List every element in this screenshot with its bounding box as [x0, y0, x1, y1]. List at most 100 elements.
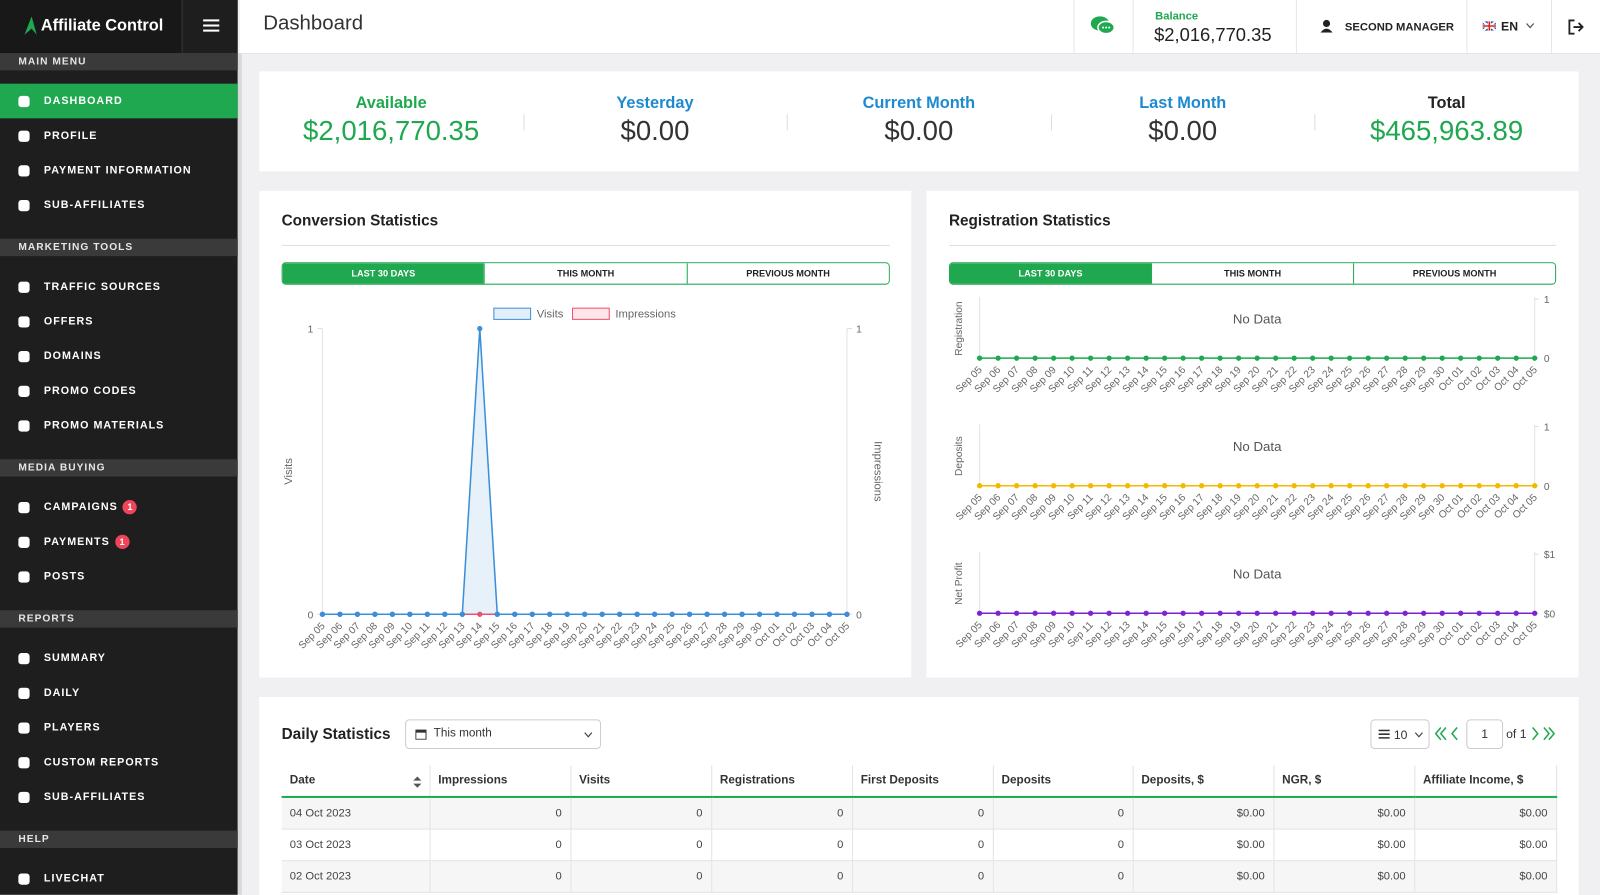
column-header[interactable]: Date — [281, 765, 431, 798]
chevron — [1414, 732, 1423, 738]
column-header[interactable]: NGR, $ — [1273, 765, 1415, 798]
data-point — [1328, 355, 1334, 361]
data-point — [1532, 610, 1538, 616]
data-point — [976, 483, 983, 489]
tab[interactable]: LAST 30 DAYS — [949, 263, 1152, 284]
table-cell: 0 — [711, 860, 853, 893]
table-cell: $0.00 — [1273, 796, 1415, 830]
y-axis-title: Registration — [954, 301, 965, 355]
chevron — [1526, 23, 1535, 29]
data-point — [1235, 483, 1242, 489]
badge: 1 — [114, 534, 130, 549]
menu-item[interactable]: PAYMENT INFORMATION — [0, 153, 238, 188]
column-header[interactable]: Deposits, $ — [1132, 765, 1274, 798]
table-body: 04 Oct 2023 0 0 0 0 0 $0.00 $0.00 $0.00 03 Oct 20… — [281, 796, 1557, 893]
menu-item[interactable]: POSTS — [0, 559, 238, 594]
data-point — [1291, 483, 1297, 489]
period-select[interactable]: This month — [405, 719, 602, 749]
user-menu[interactable] — [1295, 0, 1467, 54]
menu-item[interactable]: PAYMENTS 1 — [0, 524, 238, 559]
summary-value: $0.00 — [620, 115, 690, 146]
first-prev-buttons[interactable] — [1434, 727, 1462, 741]
table-cell: 0 — [570, 860, 712, 893]
table-row: 02 Oct 2023 0 0 0 0 0 $0.00 $0.00 $0.00 — [281, 860, 1557, 893]
data-point — [1291, 355, 1297, 361]
column-header[interactable]: Visits — [570, 765, 712, 798]
menu-item[interactable]: SUMMARY — [0, 641, 238, 676]
data-point — [1013, 610, 1020, 616]
data-point — [1013, 483, 1020, 489]
data-point — [1272, 483, 1279, 489]
summary-value: $465,963.89 — [1369, 115, 1524, 146]
column-header[interactable]: Impressions — [429, 765, 571, 798]
data-point — [1180, 610, 1186, 616]
chat-button[interactable] — [1073, 0, 1133, 54]
table-cell: $0.00 — [1273, 860, 1415, 893]
tab[interactable]: THIS MONTH — [484, 263, 687, 284]
language-menu[interactable] — [1466, 0, 1552, 54]
menu-toggle[interactable] — [203, 18, 220, 32]
column-header[interactable]: Deposits — [992, 765, 1134, 798]
menu-item[interactable]: PROMO CODES — [0, 373, 238, 408]
summary-value: $0.00 — [1148, 115, 1218, 146]
no-data: No Data — [1233, 439, 1282, 454]
menu-item[interactable]: PROFILE — [0, 118, 238, 153]
data-point — [564, 611, 570, 617]
summary-value: $0.00 — [884, 115, 954, 146]
menu-item[interactable]: SUB-AFFILIATES — [0, 188, 238, 223]
data-point — [1143, 355, 1149, 361]
table-cell: $0.00 — [1414, 860, 1557, 893]
data-point — [1272, 610, 1279, 616]
menu-group: SUMMARY DAILY PLAYERS CUSTOM REPORTS SUB-AFF… — [0, 641, 238, 814]
menu-label: DOMAINS — [43, 349, 102, 363]
data-point — [1513, 483, 1519, 489]
table-cell: 0 — [852, 796, 994, 830]
data-point — [1476, 355, 1482, 361]
data-point — [372, 611, 378, 617]
badge: 1 — [122, 499, 138, 515]
data-point — [844, 611, 850, 617]
menu-item[interactable]: DOMAINS — [0, 339, 238, 374]
data-point — [756, 611, 763, 617]
y2-tick-label: 1 — [856, 325, 862, 336]
menu-item[interactable]: TRAFFIC SOURCES — [0, 269, 238, 304]
menu-item[interactable]: PROMO MATERIALS — [0, 408, 238, 443]
data-point — [1106, 610, 1112, 616]
tab[interactable]: THIS MONTH — [1151, 263, 1354, 284]
y-axis-title: Visits — [283, 458, 295, 485]
tab[interactable]: PREVIOUS MONTH — [686, 263, 889, 284]
menu-item[interactable]: CUSTOM REPORTS — [0, 745, 238, 780]
table-cell: 0 — [992, 829, 1134, 862]
data-point — [1402, 610, 1408, 616]
menu-icon — [18, 315, 30, 328]
y2-tick-label: 0 — [856, 610, 862, 621]
menu-item[interactable]: LIVECHAT — [0, 861, 238, 895]
data-point — [1439, 355, 1445, 361]
column-header[interactable]: Affiliate Income, $ — [1414, 765, 1557, 798]
page-input[interactable]: 1 — [1466, 719, 1504, 749]
data-point — [354, 611, 361, 617]
page-size-select[interactable]: 10 — [1370, 719, 1430, 749]
logo[interactable]: Affiliate Control — [40, 17, 164, 35]
data-point — [1254, 483, 1260, 489]
tab[interactable]: PREVIOUS MONTH — [1353, 263, 1556, 284]
logout-button[interactable] — [1551, 0, 1600, 54]
data-point — [774, 611, 780, 617]
menu-item[interactable]: DAILY — [0, 676, 238, 711]
table-cell: 0 — [852, 829, 994, 862]
data-point — [995, 610, 1001, 616]
data-point — [1032, 355, 1038, 361]
column-header[interactable]: First Deposits — [852, 765, 994, 798]
menu-item[interactable]: PLAYERS — [0, 710, 238, 745]
next-last-buttons[interactable] — [1531, 727, 1558, 741]
data-point — [686, 611, 693, 617]
data-point — [494, 611, 500, 617]
menu-item[interactable]: CAMPAIGNS 1 — [0, 490, 238, 525]
menu-item[interactable]: SUB-AFFILIATES — [0, 780, 238, 815]
data-point — [617, 611, 623, 617]
menu-item[interactable]: DASHBOARD — [0, 83, 238, 119]
menu-item[interactable]: OFFERS — [0, 304, 238, 339]
y-tick-label: 0 — [1544, 354, 1550, 365]
column-header[interactable]: Registrations — [711, 765, 853, 798]
tab[interactable]: LAST 30 DAYS — [282, 263, 485, 284]
